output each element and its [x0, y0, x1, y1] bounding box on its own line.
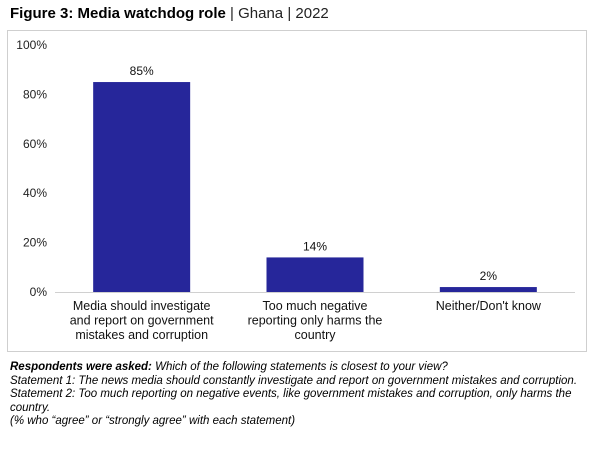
bar — [266, 257, 364, 292]
bar — [439, 287, 537, 292]
figure-title: Figure 3: Media watchdog role — [10, 5, 226, 22]
x-tick-label: Too much negative reporting only harms th… — [248, 299, 383, 342]
y-tick-label: 60% — [23, 137, 47, 151]
bar-chart: 0% 20% 40% 60% 80% 100% 85% Media should invest… — [16, 38, 575, 342]
bar — [93, 82, 191, 292]
question-line: Respondents were asked: Which of the fol… — [10, 361, 595, 375]
statement-1: Statement 1: The news media should const… — [10, 374, 578, 387]
question-label: Respondents were asked: — [10, 361, 152, 373]
data-label: 14% — [303, 239, 327, 253]
chart-title: Figure 3: Media watchdog role | Ghana | … — [10, 5, 329, 23]
y-tick-label: 100% — [16, 38, 47, 52]
statement-2: Statement 2: Too much reporting on negat… — [10, 388, 572, 414]
title-separator: | — [230, 5, 234, 22]
question-text: Which of the following statements is clo… — [155, 361, 448, 373]
x-tick-label: Neither/Don't know — [436, 299, 542, 313]
measure-note: (% who “agree” or “strongly agree” with … — [10, 415, 296, 427]
y-tick-label: 0% — [30, 285, 48, 299]
survey-note: Respondents were asked: Which of the fol… — [10, 361, 595, 429]
y-tick-label: 80% — [23, 87, 47, 101]
y-tick-label: 40% — [23, 186, 47, 200]
title-country: Ghana — [238, 5, 284, 22]
x-tick-label: Media should investigate and report on go… — [70, 299, 214, 342]
data-label: 2% — [480, 269, 498, 283]
y-tick-label: 20% — [23, 236, 47, 250]
chart-frame: 0% 20% 40% 60% 80% 100% 85% Media should invest… — [7, 30, 587, 352]
title-year: 2022 — [295, 5, 329, 22]
data-label: 85% — [130, 64, 154, 78]
title-separator: | — [287, 5, 292, 22]
